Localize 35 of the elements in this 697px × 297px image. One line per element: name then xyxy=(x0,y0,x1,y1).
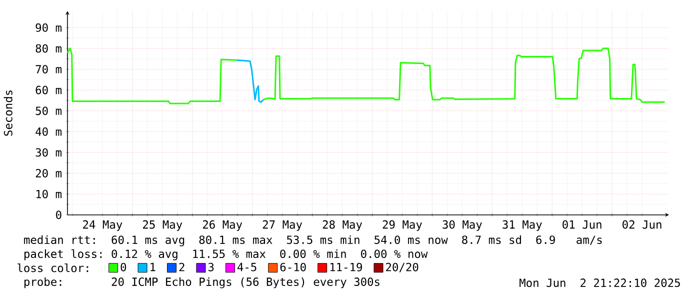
legend-label: 0 xyxy=(120,262,126,272)
y-tick-label: 40 m xyxy=(36,128,62,136)
legend-title: loss color: xyxy=(18,264,88,272)
x-tick-label: 01 Jun xyxy=(562,220,602,229)
legend-label: 2 xyxy=(179,262,184,272)
legend-label: 3 xyxy=(208,262,214,272)
legend-label: 4-5 xyxy=(238,263,256,272)
y-tick-label: 80 m xyxy=(36,44,62,53)
line-series xyxy=(236,59,264,103)
x-tick-label: 28 May xyxy=(322,220,362,232)
y-tick-label: 70 m xyxy=(36,65,62,74)
y-tick-label: 60 m xyxy=(36,86,62,94)
y-tick-label: 90 m xyxy=(36,24,62,32)
x-tick-label: 02 Jun xyxy=(622,220,662,229)
text: median rtt: 60.1 ms avg 80.1 ms max 53.5 ms min 54.0 ms now 8.7 ms sd 6.9 am/s xyxy=(24,235,602,246)
legend-label: 11-19 xyxy=(330,262,362,272)
y-tick-label: 50 m xyxy=(36,106,62,116)
y-axis-title: Seconds xyxy=(4,90,12,136)
x-tick-label: 26 May xyxy=(202,220,242,232)
text: probe: 20 ICMP Echo Pings (56 Bytes) every 300s xyxy=(24,277,380,288)
x-tick-label: 24 May xyxy=(83,220,122,232)
x-tick-label: 29 May xyxy=(382,220,422,232)
y-tick-label: 0 xyxy=(56,210,62,220)
x-tick-label: 27 May xyxy=(262,220,302,232)
x-tick-label: 30 May xyxy=(442,220,482,232)
legend-label: 20/20 xyxy=(386,262,418,272)
x-tick-label: 31 May xyxy=(502,220,542,232)
legend-label: 1 xyxy=(150,263,156,272)
y-tick-label: 20 m xyxy=(36,169,62,178)
text: packet loss: 0.12 % avg 11.55 % max 0.00 % min 0.00 % now xyxy=(24,249,428,260)
text: Mon Jun 2 21:22:10 2025 xyxy=(520,278,680,288)
legend-label: 6-10 xyxy=(280,262,306,272)
y-tick-label: 10 m xyxy=(36,190,62,198)
y-tick-label: 30 m xyxy=(36,148,62,157)
x-tick-label: 25 May xyxy=(143,220,182,232)
